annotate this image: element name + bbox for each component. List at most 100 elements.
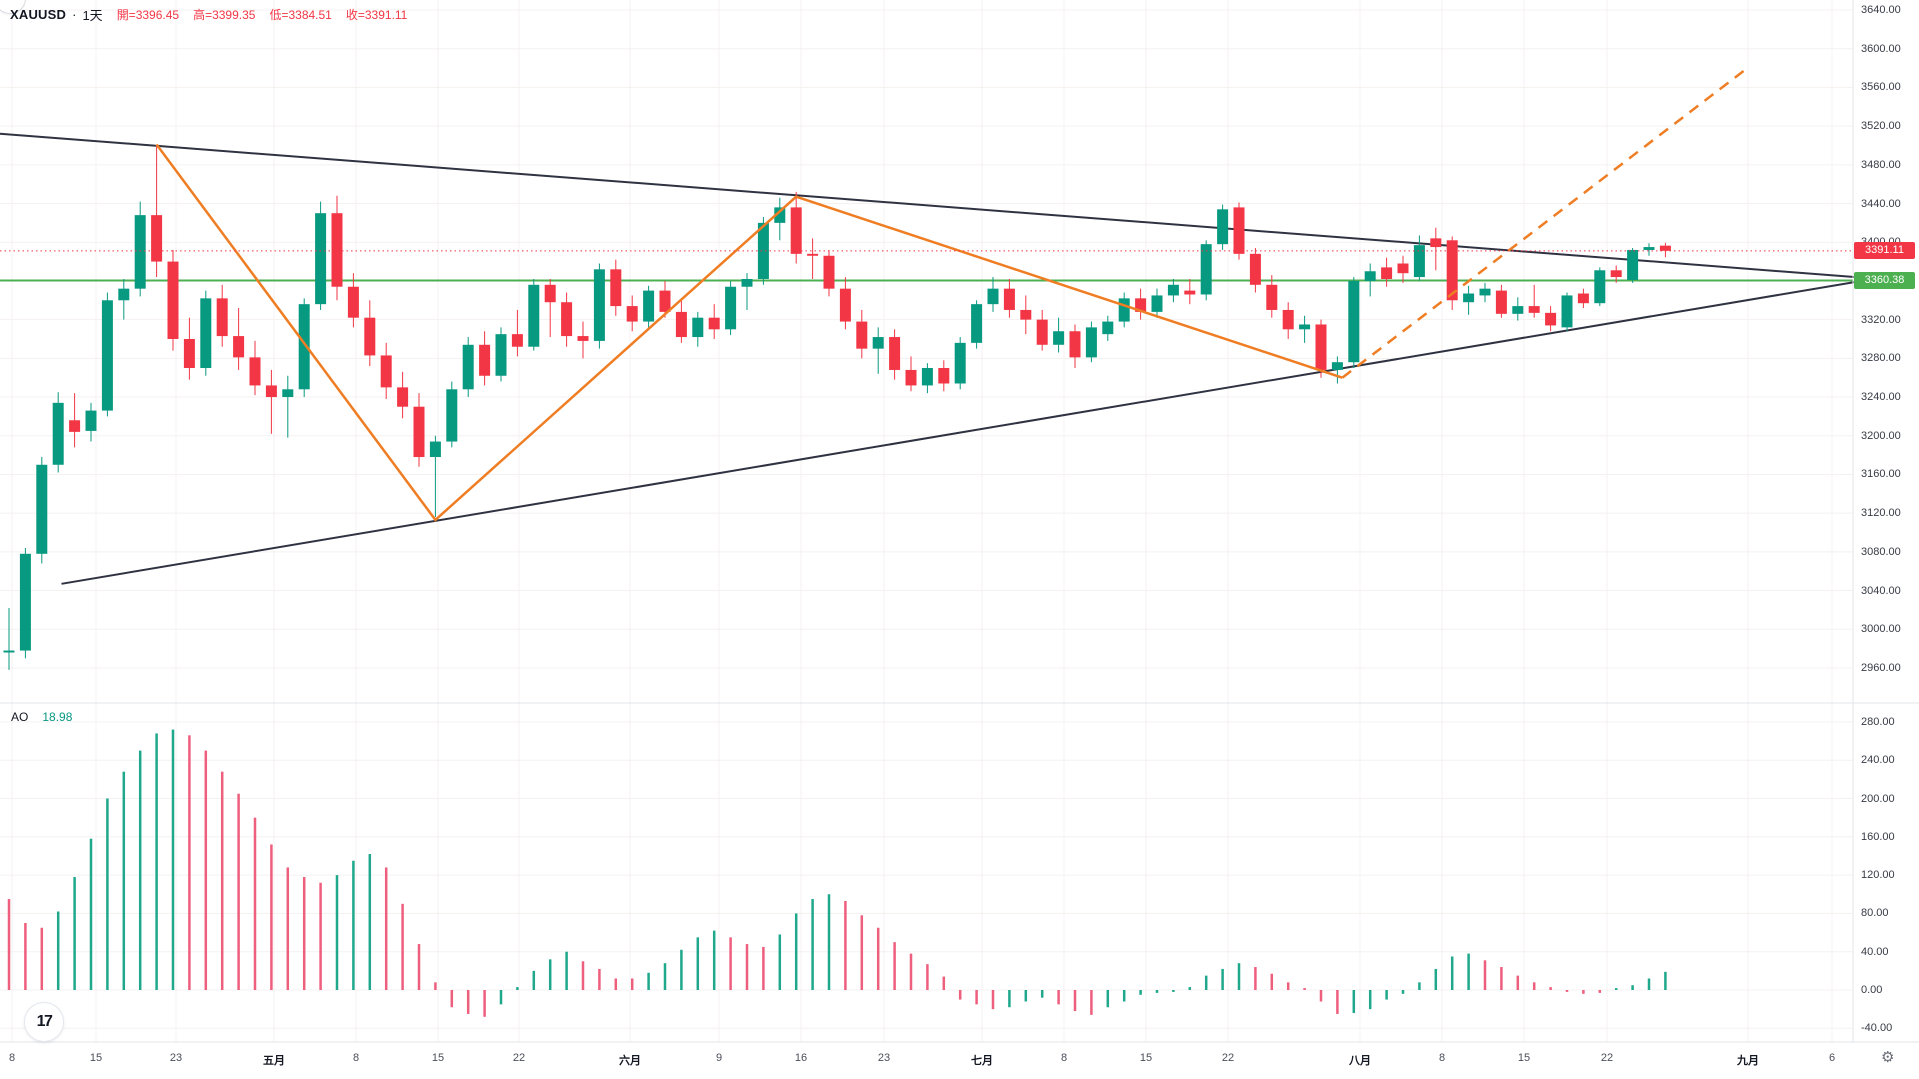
- lower-trendline[interactable]: [61, 279, 1868, 585]
- ao-bar: [1598, 990, 1602, 993]
- ao-bar: [532, 970, 536, 990]
- ao-bar: [811, 899, 814, 990]
- candle: [1135, 298, 1147, 312]
- ao-bar: [270, 844, 273, 990]
- candle: [889, 337, 901, 370]
- interval-label[interactable]: 1天: [82, 8, 103, 23]
- ao-bar: [155, 733, 158, 990]
- candle: [1364, 271, 1376, 281]
- time-axis-label: 22: [512, 1052, 526, 1064]
- ao-bar: [1106, 990, 1110, 1008]
- ao-axis-label: 80.00: [1861, 907, 1889, 920]
- candle: [1053, 331, 1065, 345]
- gridlines: [0, 0, 1853, 1042]
- projection-dashed-line[interactable]: [1341, 67, 1749, 379]
- ao-bar: [237, 793, 240, 990]
- candle: [823, 255, 835, 289]
- candle: [429, 441, 441, 458]
- candle: [675, 311, 687, 338]
- candle: [347, 286, 359, 318]
- candle: [331, 213, 343, 287]
- candle: [1479, 288, 1491, 296]
- ao-indicator-value: 18.98: [42, 710, 73, 724]
- ao-axis-label: 240.00: [1861, 754, 1895, 767]
- candle: [1249, 253, 1261, 285]
- candle: [1528, 306, 1540, 313]
- candle: [36, 464, 48, 554]
- candle: [1200, 244, 1212, 295]
- candle: [69, 420, 81, 432]
- ao-bar: [1647, 978, 1651, 990]
- zigzag-line[interactable]: [155, 143, 1343, 522]
- symbol-name[interactable]: XAUUSD: [10, 7, 67, 22]
- candle: [200, 298, 212, 369]
- ao-bar: [1532, 982, 1536, 990]
- time-axis-label: 23: [169, 1052, 183, 1064]
- symbol-legend[interactable]: XAUUSD · 1天 開=3396.45 高=3399.35 低=3384.5…: [10, 5, 407, 24]
- support-line-badge: 3360.38: [1854, 272, 1915, 290]
- candle: [134, 215, 146, 289]
- ao-bar: [1155, 990, 1159, 993]
- upper-trendline[interactable]: [0, 132, 1868, 279]
- ao-bar: [1122, 990, 1126, 1002]
- ao-bar: [499, 990, 503, 1005]
- ao-bar: [844, 900, 847, 990]
- candle: [971, 304, 983, 343]
- ao-bar: [1254, 967, 1257, 990]
- ao-axis-label: 0.00: [1861, 984, 1883, 996]
- candle: [1348, 280, 1360, 363]
- ao-bar: [138, 750, 142, 990]
- candle: [298, 304, 310, 390]
- ao-axis-label: -40.00: [1861, 1022, 1893, 1035]
- ao-bar: [40, 927, 44, 990]
- candle: [1512, 306, 1524, 314]
- candle: [1217, 209, 1229, 245]
- ao-axis-label: 160.00: [1861, 830, 1895, 843]
- last-price-badge: 3391.11: [1854, 242, 1915, 260]
- ao-bar: [302, 877, 306, 990]
- ao-bar: [368, 854, 372, 990]
- time-axis-label: 8: [8, 1052, 16, 1064]
- candle: [380, 355, 392, 388]
- candle: [167, 261, 179, 339]
- time-axis-label: 22: [1221, 1052, 1235, 1064]
- ohlc-open: 開=3396.45: [116, 8, 180, 22]
- ao-bar: [991, 990, 995, 1010]
- gear-icon[interactable]: ⚙: [1881, 1049, 1895, 1066]
- candle: [118, 288, 130, 301]
- ao-bar: [827, 894, 831, 990]
- ao-bar: [1631, 985, 1634, 990]
- ao-bar: [89, 838, 93, 990]
- candle: [757, 222, 769, 279]
- candle: [85, 410, 97, 431]
- candle: [1069, 331, 1081, 358]
- tradingview-logo[interactable]: 17: [24, 1002, 64, 1042]
- ao-bar: [204, 750, 208, 990]
- price-axis-label: 3200.00: [1861, 429, 1901, 442]
- ao-bar: [73, 877, 76, 990]
- candle: [1430, 238, 1442, 248]
- candle: [577, 336, 589, 341]
- ao-bar: [1270, 973, 1274, 990]
- candle: [1381, 267, 1393, 279]
- ao-bar: [1516, 975, 1520, 990]
- time-axis-label: 八月: [1349, 1055, 1371, 1067]
- ao-bar: [1450, 956, 1454, 990]
- time-axis-label: 七月: [971, 1055, 993, 1067]
- candle: [1594, 270, 1606, 304]
- candle: [511, 334, 523, 347]
- ao-bar: [942, 976, 946, 990]
- ao-bar: [1221, 968, 1224, 990]
- ao-bar: [1204, 975, 1208, 990]
- price-axis-label: 3640.00: [1861, 4, 1901, 16]
- time-axis-label: 15: [1517, 1052, 1531, 1064]
- ao-bar: [1434, 968, 1438, 990]
- candle: [19, 553, 31, 651]
- ohlc-close: 收=3391.11: [345, 8, 408, 22]
- ao-axis-label: 120.00: [1861, 869, 1895, 882]
- ao-bar: [1040, 990, 1044, 998]
- ao-indicator-legend[interactable]: AO 18.98: [11, 710, 72, 724]
- ao-indicator-name[interactable]: AO: [11, 710, 29, 724]
- time-axis-label: 15: [431, 1052, 445, 1064]
